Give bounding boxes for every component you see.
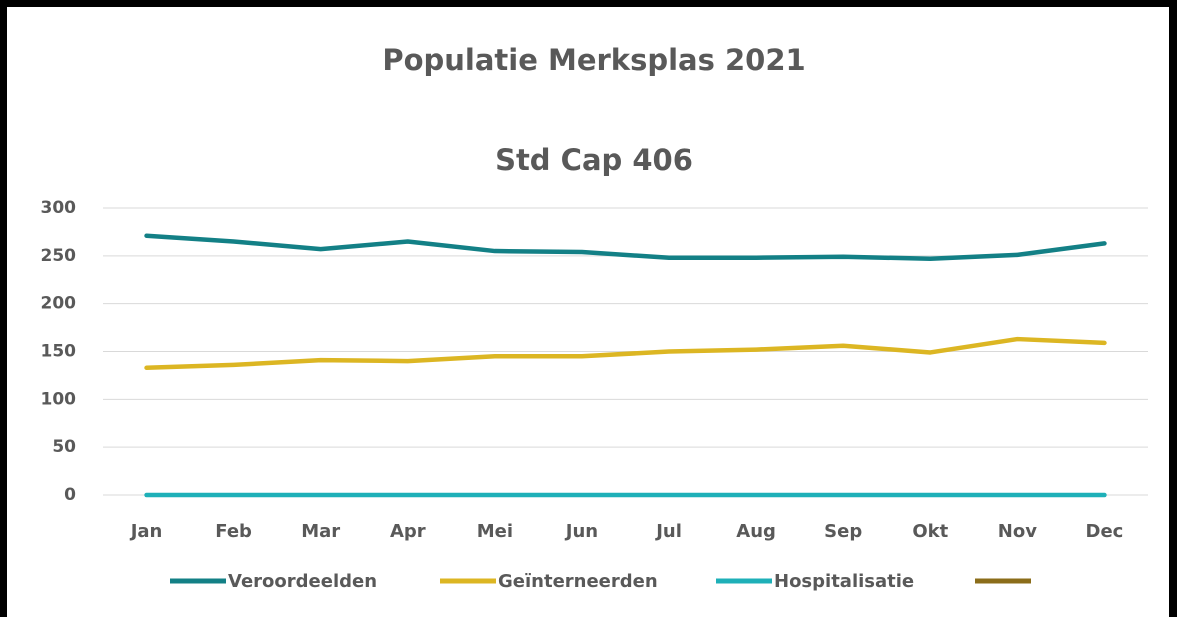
x-tick-label: Jun bbox=[564, 521, 598, 542]
legend-label: Geïnterneerden bbox=[498, 571, 658, 592]
y-tick-label: 100 bbox=[41, 389, 77, 409]
legend-label: Veroordeelden bbox=[228, 571, 377, 592]
x-tick-label: Nov bbox=[998, 521, 1037, 542]
x-tick-label: Feb bbox=[215, 521, 252, 542]
x-tick-label: Sep bbox=[824, 521, 862, 542]
chart-title: Populatie Merksplas 2021 bbox=[382, 43, 805, 77]
y-tick-label: 150 bbox=[41, 342, 77, 362]
border-left bbox=[0, 0, 7, 617]
chart-subtitle: Std Cap 406 bbox=[495, 143, 693, 177]
x-tick-label: Aug bbox=[736, 521, 776, 542]
legend-label: Hospitalisatie bbox=[774, 571, 914, 592]
x-tick-label: Okt bbox=[912, 521, 948, 542]
x-tick-label: Jan bbox=[129, 521, 163, 542]
x-tick-label: Mei bbox=[477, 521, 513, 542]
x-tick-label: Mar bbox=[301, 521, 340, 542]
x-tick-label: Jul bbox=[654, 521, 682, 542]
series-line bbox=[144, 336, 1107, 371]
y-tick-label: 200 bbox=[41, 294, 77, 314]
y-tick-label: 0 bbox=[64, 485, 76, 505]
x-tick-label: Apr bbox=[390, 521, 426, 542]
y-tick-label: 300 bbox=[41, 198, 77, 218]
y-tick-label: 50 bbox=[52, 437, 76, 457]
x-tick-label: Dec bbox=[1086, 521, 1124, 542]
border-top bbox=[0, 0, 1177, 7]
y-tick-label: 250 bbox=[41, 246, 77, 266]
series-line bbox=[144, 233, 1107, 261]
border-right bbox=[1169, 0, 1177, 617]
